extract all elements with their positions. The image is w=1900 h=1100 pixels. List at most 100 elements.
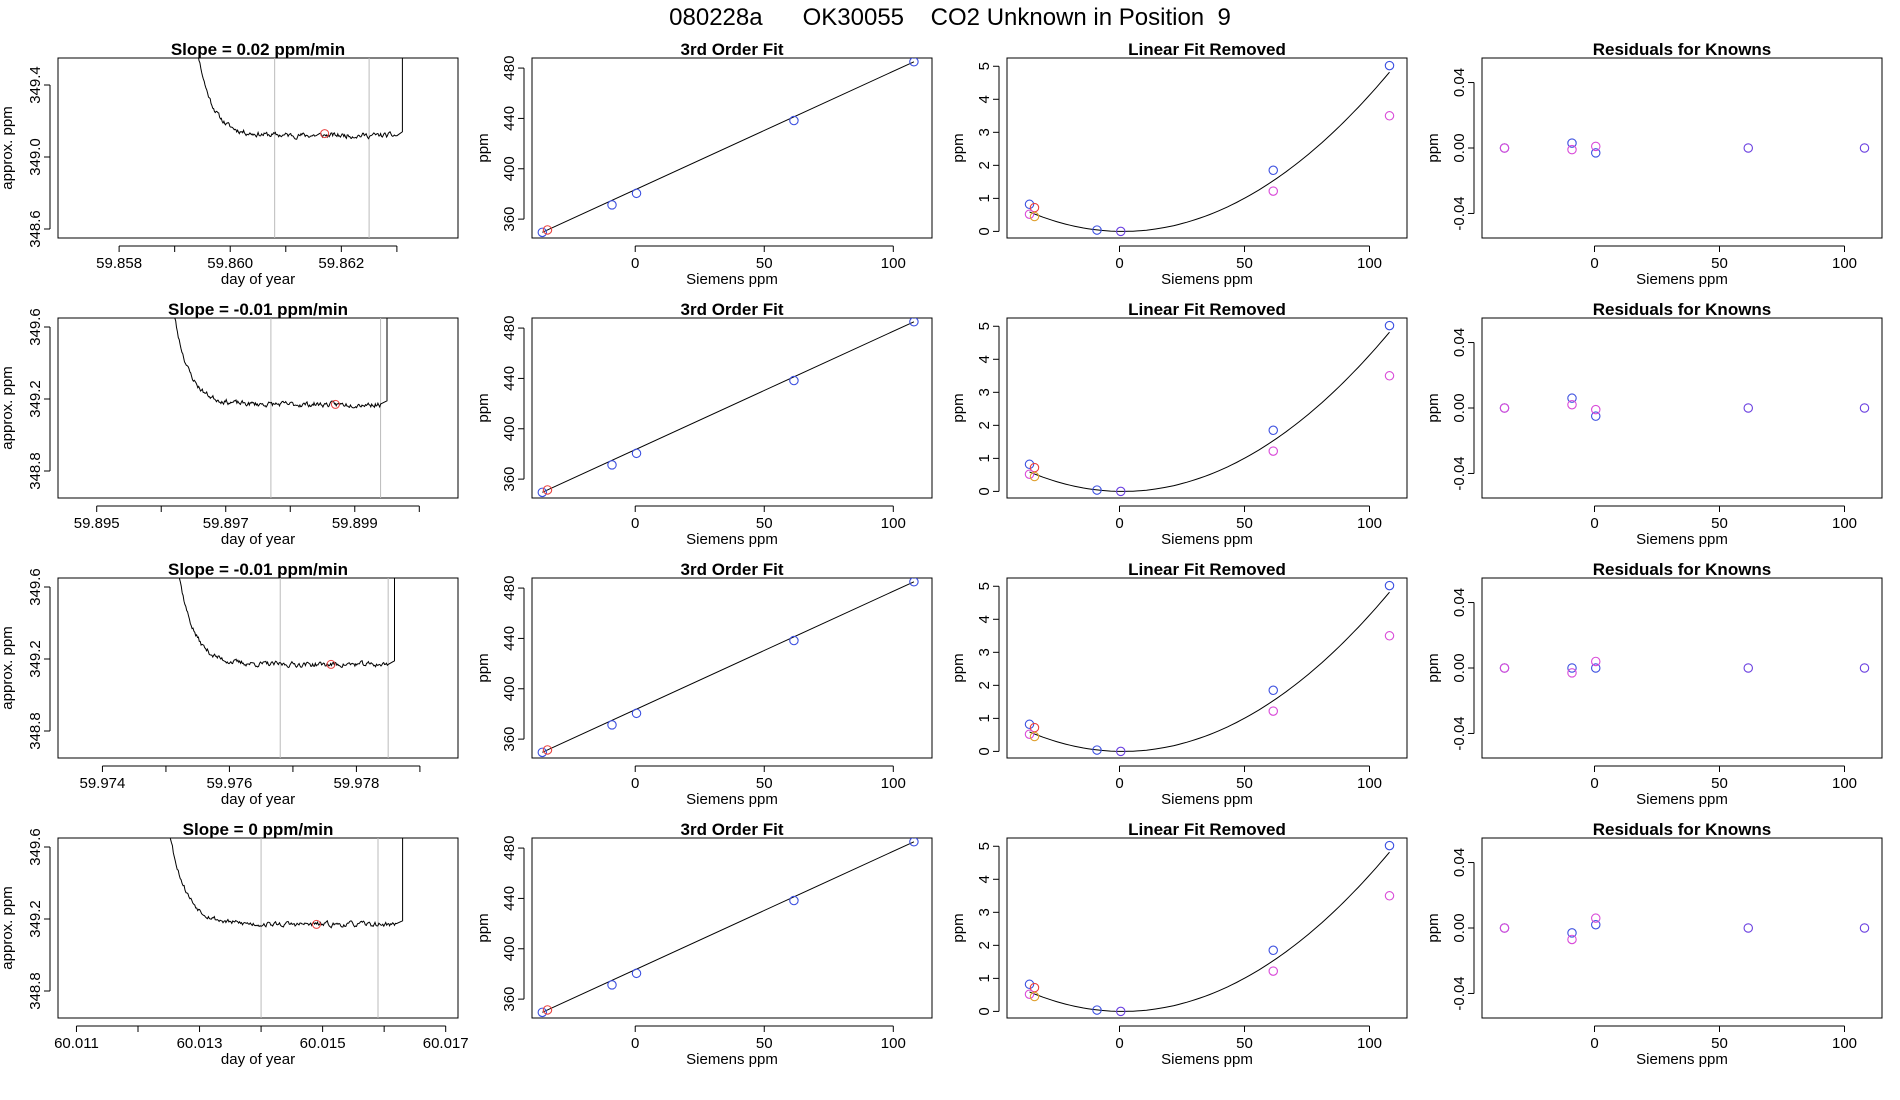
data-point [537,1007,548,1018]
y-tick-label: 2 [976,681,993,689]
y-tick-label: 348.6 [27,210,44,248]
plot-area [174,318,388,498]
chart-svg: 3rd Order Fit 0 50 100 Siemens ppm 360 400 440 4… [475,300,933,548]
plot-frame [531,837,933,1019]
x-axis-label: Siemens ppm [686,1051,778,1068]
data-point [1567,399,1577,410]
chart-svg: Slope = 0 ppm/min 60.011 60.013 60.015 60.01… [0,820,469,1068]
x-axis-label: Siemens ppm [686,271,778,288]
y-tick-label: 348.8 [27,452,44,490]
y-tick-label: 349.2 [27,640,44,678]
y-axis-label: ppm [950,133,967,162]
data-point [1116,746,1126,757]
y-axis-label: ppm [475,913,492,942]
y-tick-label: 0.00 [1451,393,1468,422]
chart-title: 3rd Order Fit [681,820,784,839]
x-tick-label: 59.858 [96,255,142,272]
y-tick-label: 1 [976,974,993,982]
x-axis-label: Siemens ppm [1636,271,1728,288]
data-point [1591,919,1601,930]
y-tick-label: 0 [976,487,993,495]
data-point [537,487,548,498]
chart-title: Linear Fit Removed [1128,560,1286,579]
data-point [1384,320,1395,331]
data-point [1499,663,1510,673]
x-tick-label: 0 [1590,515,1598,532]
y-tick-label: 480 [501,576,518,601]
data-point [1116,486,1126,497]
chart-svg: Residuals for Knowns 0 50 100 Siemens ppm -0.… [1425,40,1883,288]
data-point [1567,668,1577,678]
data-point [1268,945,1278,956]
data-point [542,745,553,755]
x-axis-label: Siemens ppm [1636,1051,1728,1068]
x-tick-label: 100 [1832,1035,1857,1052]
y-tick-label: 5 [976,322,993,330]
y-tick-label: 349.6 [27,308,44,346]
y-tick-label: 0.00 [1451,913,1468,942]
data-point [1499,403,1510,413]
chart-grid: Slope = 0.02 ppm/min 59.858 59.860 59.862 da… [0,40,1900,1100]
plot-area [1499,393,1870,421]
x-axis-label: Siemens ppm [1161,791,1253,808]
data-point [1029,471,1040,482]
y-tick-label: 440 [501,886,518,911]
data-point [1859,663,1870,673]
data-point [1743,403,1753,413]
chart-panel-r2c2: 3rd Order Fit 0 50 100 Siemens ppm 360 400 440 4… [474,300,948,560]
data-point [909,58,919,67]
data-point [1743,663,1753,673]
y-tick-label: 3 [976,648,993,656]
chart-title: 3rd Order Fit [681,560,784,579]
data-point [1024,979,1035,990]
y-tick-label: -0.04 [1451,196,1468,230]
data-point [1384,891,1395,901]
x-axis-label: day of year [221,531,295,548]
plot-area [1499,656,1870,678]
x-axis-label: day of year [221,271,295,288]
y-tick-label: 3 [976,128,993,136]
x-tick-label: 50 [1711,1035,1728,1052]
chart-title: Linear Fit Removed [1128,300,1286,319]
chart-panel-r3c2: 3rd Order Fit 0 50 100 Siemens ppm 360 400 440 4… [474,560,948,820]
plot-frame [57,57,459,239]
data-point [1567,928,1577,938]
plot-area [1024,580,1395,757]
x-tick-label: 59.974 [79,775,125,792]
y-tick-label: 400 [501,156,518,181]
data-point [1567,144,1577,155]
x-axis-label: Siemens ppm [1161,531,1253,548]
y-tick-label: 0 [976,1007,993,1015]
chart-panel-r2c3: Linear Fit Removed 0 50 100 Siemens ppm 0 1 2 3 4… [949,300,1423,560]
chart-panel-r4c3: Linear Fit Removed 0 50 100 Siemens ppm 0 1 2 3 4… [949,820,1423,1080]
x-tick-label: 59.978 [333,775,379,792]
chart-title: Residuals for Knowns [1593,560,1772,579]
y-tick-label: 348.8 [27,712,44,750]
x-axis-label: Siemens ppm [1161,1051,1253,1068]
y-axis-label: approx. ppm [0,106,16,189]
y-tick-label: 1 [976,194,993,202]
data-point [909,838,919,847]
y-tick-label: 0.00 [1451,653,1468,682]
data-point [1092,745,1102,755]
data-point [1268,966,1278,976]
data-point [607,200,617,210]
y-axis-label: approx. ppm [0,886,16,969]
y-tick-label: 5 [976,582,993,590]
y-tick-label: 440 [501,106,518,131]
data-point [631,708,642,719]
y-tick-label: 480 [501,56,518,81]
data-trace [198,58,403,140]
chart-panel-r2c4: Residuals for Knowns 0 50 100 Siemens ppm -0.… [1424,300,1898,560]
plot-frame [1006,837,1408,1019]
fit-curve [1029,71,1390,232]
chart-svg: Residuals for Knowns 0 50 100 Siemens ppm -0.… [1425,820,1883,1068]
plot-area [1499,913,1870,945]
data-point [1092,225,1102,235]
x-tick-label: 59.862 [318,255,364,272]
x-tick-label: 100 [1357,255,1382,272]
x-tick-label: 50 [1236,255,1253,272]
y-tick-label: 0.04 [1451,328,1468,357]
data-point [1591,656,1601,667]
fit-curve [1029,331,1390,492]
